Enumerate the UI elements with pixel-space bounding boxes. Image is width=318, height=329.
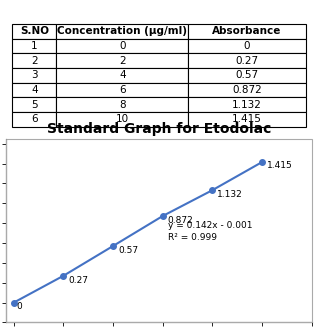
Text: 1.132: 1.132 <box>217 190 243 199</box>
Text: R² = 0.999: R² = 0.999 <box>168 233 217 242</box>
Point <box>210 188 215 193</box>
Point <box>111 243 116 249</box>
Text: 0.27: 0.27 <box>68 276 88 285</box>
Text: 0.872: 0.872 <box>168 216 193 225</box>
Text: y = 0.142x - 0.001: y = 0.142x - 0.001 <box>168 221 252 230</box>
Point <box>11 300 16 305</box>
Text: 1.415: 1.415 <box>267 161 293 170</box>
Point <box>259 160 265 165</box>
Title: Standard Graph for Etodolac: Standard Graph for Etodolac <box>47 122 271 136</box>
Point <box>160 214 165 219</box>
Text: 0.57: 0.57 <box>118 246 138 255</box>
Text: 0: 0 <box>17 301 23 311</box>
Point <box>61 273 66 278</box>
